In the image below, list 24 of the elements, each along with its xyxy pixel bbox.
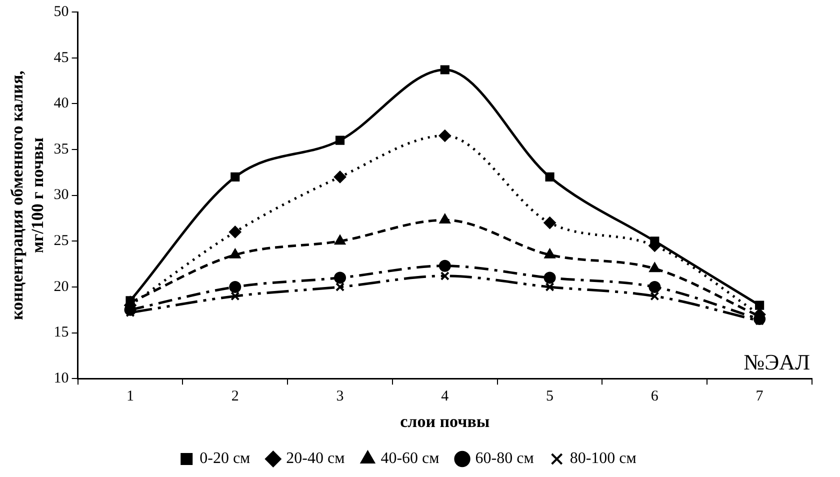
legend-label: 60-80 см	[475, 450, 534, 468]
y-tick-label: 10	[54, 370, 69, 387]
legend-label: 20-40 см	[286, 450, 345, 468]
x-tick-label: 7	[756, 388, 764, 405]
y-tick-label: 15	[54, 324, 69, 341]
x-tick-label: 3	[336, 388, 344, 405]
x-tick-label: 4	[441, 388, 450, 405]
y-tick-label: 20	[54, 278, 69, 295]
legend-label: 0-20 см	[200, 450, 250, 468]
y-tick-label: 50	[54, 4, 69, 20]
y-tick-label: 30	[54, 187, 69, 204]
y-tick-label: 35	[54, 141, 69, 158]
x-tick-label: 6	[650, 388, 659, 405]
legend-label: 40-60 см	[380, 450, 440, 468]
x-tick-label: 2	[231, 388, 239, 405]
y-tick-label: 45	[54, 50, 69, 66]
x-tick-label: 1	[126, 388, 134, 405]
y-tick-label: 40	[54, 96, 69, 112]
y-tick-label: 25	[54, 233, 69, 250]
legend-label: 80-100 см	[570, 450, 636, 468]
x-axis-title: слои почвы	[400, 412, 490, 432]
y-axis-title: концентрация обменного калия, мг/100 г почвы	[8, 70, 47, 320]
x-tick-label: 5	[546, 388, 554, 405]
annotation: №ЭАЛ	[744, 349, 810, 374]
